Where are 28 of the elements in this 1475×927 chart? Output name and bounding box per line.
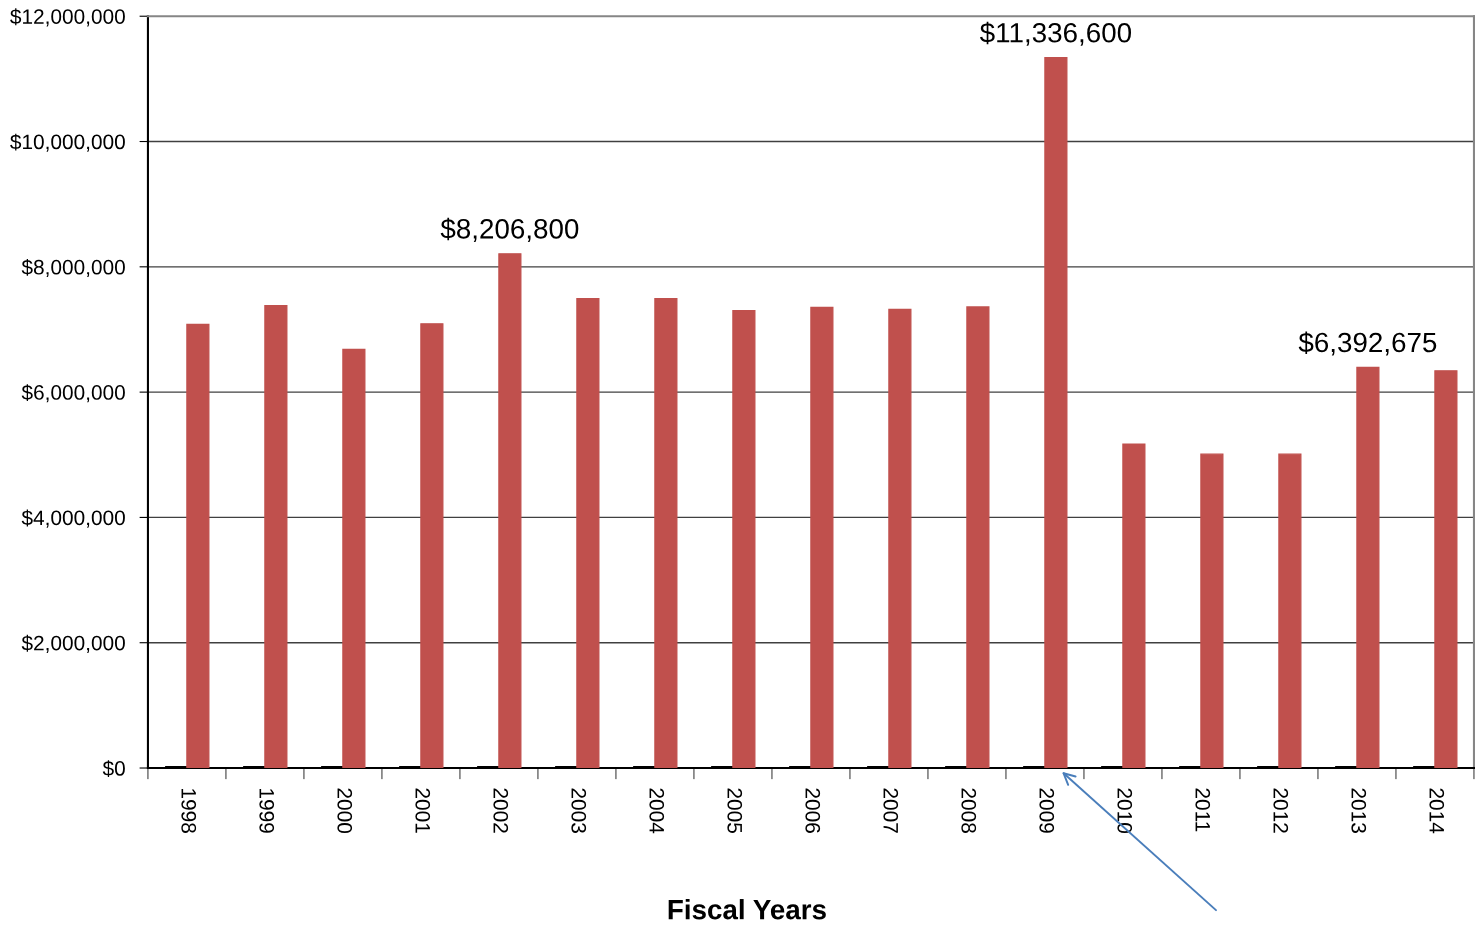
x-tick-label: 2003 — [571, 788, 587, 833]
x-tick-label: 2001 — [415, 788, 431, 833]
x-tick-label: 2014 — [1429, 788, 1445, 834]
x-tick-label: 2006 — [805, 788, 821, 833]
y-tick-label: $10,000,000 — [10, 133, 125, 152]
y-tick-label: $0 — [102, 760, 125, 778]
y-tick-label: $6,000,000 — [21, 384, 125, 403]
data-label: $6,392,675 — [1298, 331, 1437, 356]
x-tick-label: 2008 — [961, 788, 977, 833]
x-axis-title: Fiscal Years — [668, 899, 826, 920]
x-tick-label: 2012 — [1273, 788, 1289, 833]
y-tick-label: $12,000,000 — [10, 8, 125, 27]
x-tick-label: 1998 — [181, 789, 197, 833]
data-label: $8,206,800 — [440, 217, 579, 242]
x-tick-label: 2011 — [1195, 788, 1211, 832]
x-tick-label: 2010 — [1117, 788, 1133, 833]
x-tick-label: 2000 — [337, 788, 353, 833]
x-tick-label: 2009 — [1039, 788, 1055, 833]
x-tick-label: 1999 — [259, 789, 275, 833]
x-tick-label: 2004 — [649, 788, 665, 834]
data-label: $11,336,600 — [979, 21, 1132, 46]
x-tick-label: 2002 — [493, 788, 509, 833]
y-tick-label: $4,000,000 — [21, 509, 125, 528]
x-tick-label: 2005 — [727, 788, 743, 833]
y-tick-label: $2,000,000 — [21, 634, 125, 653]
x-tick-label: 2013 — [1351, 788, 1367, 833]
x-tick-label: 2007 — [883, 788, 899, 833]
y-tick-label: $8,000,000 — [21, 258, 125, 278]
